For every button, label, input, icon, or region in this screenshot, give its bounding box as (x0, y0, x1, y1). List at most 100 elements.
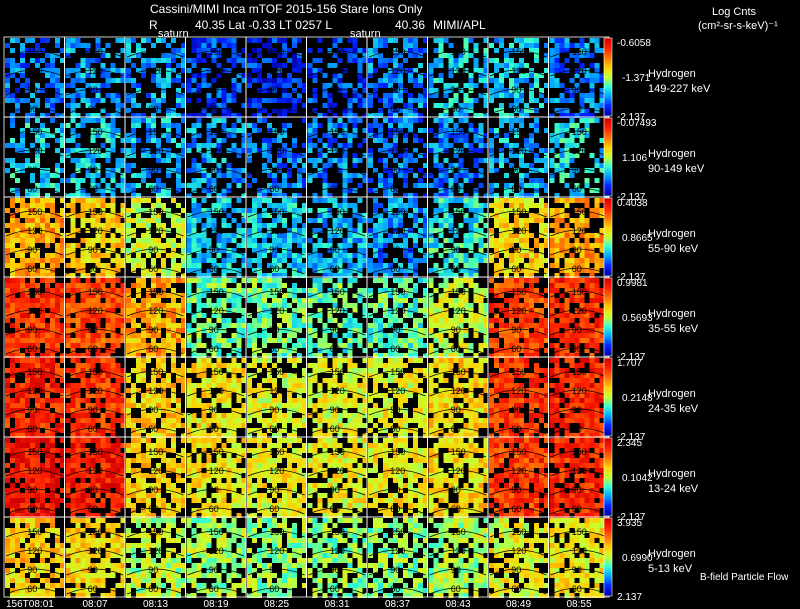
contour-line (5, 370, 63, 378)
heatmap-panel-r1c2: 150 120 90 60 (64, 36, 126, 118)
heatmap-panel-r6c1: 150 120 90 60 (3, 436, 65, 518)
contour-label: 90 (330, 405, 340, 415)
contour-line (5, 168, 63, 176)
contour-label: 60 (88, 184, 98, 194)
heatmap-panel-r3c1: 150 120 90 60 (3, 196, 65, 278)
contour-label: 150 (390, 447, 405, 457)
contour-label: 120 (390, 546, 405, 556)
heatmap-panel-r2c2: 150 120 90 60 (64, 116, 126, 198)
heatmap-panel-r5c8: 150 120 90 60 (427, 356, 489, 438)
contour-line (429, 69, 487, 77)
contour-line (368, 187, 426, 195)
contour-label: 120 (330, 146, 345, 156)
contour-line (126, 248, 184, 256)
contour-line (66, 427, 124, 435)
contour-label: 120 (451, 386, 466, 396)
contour-line (5, 389, 63, 397)
contour-line (550, 389, 608, 397)
contour-label: 120 (330, 66, 345, 76)
contour-label: 90 (451, 245, 461, 255)
heatmap-panel-r3c5: 150 120 90 60 (245, 196, 307, 278)
contour-line (187, 389, 245, 397)
contour-label: 120 (269, 66, 284, 76)
contour-label: 60 (27, 344, 37, 354)
contour-label: 90 (27, 245, 37, 255)
heatmap-panel-r7c6: 150 120 90 60 (306, 516, 368, 598)
contour-label: 60 (572, 264, 582, 274)
contour-line (126, 107, 184, 115)
contour-line (489, 267, 547, 275)
contour-label: 120 (148, 306, 163, 316)
contour-line (429, 210, 487, 218)
contour-label: 60 (390, 264, 400, 274)
contour-label: 90 (511, 405, 521, 415)
contour-label: 150 (390, 367, 405, 377)
contour-line (126, 290, 184, 298)
contour-label: 60 (330, 424, 340, 434)
contour-label: 60 (148, 424, 158, 434)
contour-label: 60 (390, 184, 400, 194)
colorbar-border (603, 37, 613, 117)
contour-label: 60 (88, 344, 98, 354)
contour-line (187, 248, 245, 256)
contour-line (126, 149, 184, 157)
contour-line (429, 149, 487, 157)
contour-line (308, 587, 366, 595)
contour-label: 60 (27, 264, 37, 274)
contour-label: 120 (511, 386, 526, 396)
contour-line (5, 507, 63, 515)
l-value: 40.36 (395, 18, 426, 32)
contour-label: 150 (269, 447, 284, 457)
contour-line (187, 347, 245, 355)
colorbar-min-label: -2.137 (617, 272, 646, 283)
contour-label: 120 (27, 66, 42, 76)
contour-label: 90 (572, 165, 582, 175)
contour-label: 60 (511, 424, 521, 434)
contour-label: 120 (148, 226, 163, 236)
contour-label: 60 (269, 344, 279, 354)
contour-label: 120 (451, 306, 466, 316)
contour-line (5, 229, 63, 237)
contour-line (368, 530, 426, 538)
heatmap-panel-r6c7: 150 120 90 60 (366, 436, 428, 518)
contour-label: 120 (269, 226, 284, 236)
contour-line (126, 168, 184, 176)
contour-line (187, 107, 245, 115)
contour-label: 90 (511, 165, 521, 175)
contour-line (429, 450, 487, 458)
contour-label: 60 (330, 104, 340, 114)
contour-label: 90 (390, 165, 400, 175)
heatmap-panel-r3c3: 150 120 90 60 (124, 196, 186, 278)
colorbar-mid-label: 0.5693 (622, 313, 653, 324)
contour-line (126, 347, 184, 355)
heatmap-panel-r5c2: 150 120 90 60 (64, 356, 126, 438)
contour-line (66, 107, 124, 115)
contour-label: 90 (451, 565, 461, 575)
contour-label: 90 (27, 405, 37, 415)
contour-line (187, 469, 245, 477)
contour-line (489, 347, 547, 355)
contour-label: 150 (390, 127, 405, 137)
contour-label: 150 (269, 207, 284, 217)
contour-label: 150 (451, 127, 466, 137)
contour-label: 60 (330, 264, 340, 274)
contour-line (5, 587, 63, 595)
contour-label: 120 (27, 226, 42, 236)
contour-label: 150 (451, 367, 466, 377)
contour-line (368, 267, 426, 275)
contour-label: 120 (269, 546, 284, 556)
contour-label: 150 (390, 527, 405, 537)
contour-label: 90 (330, 565, 340, 575)
contour-line (247, 267, 305, 275)
contour-line (429, 427, 487, 435)
heatmap-row-4: 150 120 90 60 150 120 90 60 150 120 90 60 150 120 90 60… (3, 276, 699, 363)
contour-line (368, 587, 426, 595)
contour-line (489, 328, 547, 336)
contour-line (368, 168, 426, 176)
contour-line (550, 488, 608, 496)
contour-label: 90 (511, 565, 521, 575)
contour-label: 90 (572, 565, 582, 575)
contour-line (5, 488, 63, 496)
contour-label: 120 (511, 226, 526, 236)
